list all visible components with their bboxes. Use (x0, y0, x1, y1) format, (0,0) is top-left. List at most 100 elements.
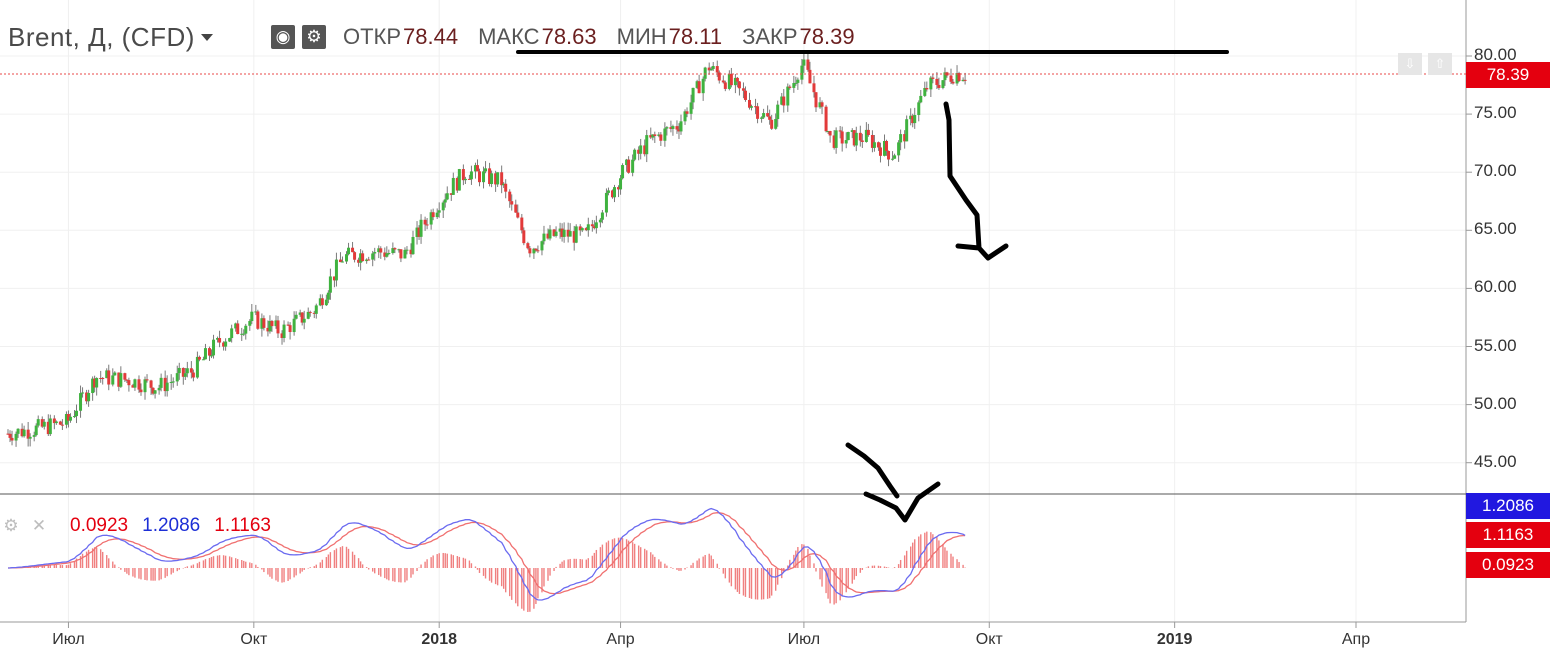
candle (774, 113, 778, 130)
candle (367, 256, 371, 261)
candle-body (552, 229, 556, 236)
candle (107, 364, 111, 391)
candle (224, 338, 228, 351)
candle-body (639, 145, 643, 154)
candle-body (860, 140, 864, 142)
candle-body (393, 248, 397, 250)
candle-body (477, 171, 481, 183)
candle (165, 375, 169, 397)
candle (64, 411, 68, 429)
candle-body (903, 134, 907, 142)
candle-body (516, 212, 520, 218)
signal-tag: 1.1163 (1466, 522, 1550, 548)
candle-body (14, 433, 18, 441)
candle (663, 122, 667, 147)
candle-body (260, 318, 264, 329)
candle (54, 420, 58, 425)
candle (610, 189, 614, 199)
candle-body (574, 226, 578, 243)
candle (28, 433, 32, 447)
candle (701, 76, 705, 101)
candle-body (16, 428, 20, 434)
candle (598, 218, 602, 228)
candle-body (351, 247, 355, 253)
chevron-down-icon[interactable] (200, 33, 213, 41)
candle (399, 249, 403, 263)
candle (711, 62, 715, 71)
candle (58, 420, 62, 426)
candle-body (262, 318, 266, 328)
candle (929, 75, 933, 97)
candle (157, 384, 161, 395)
candle (741, 82, 745, 99)
candle (917, 100, 921, 122)
gear-icon[interactable]: ⚙ (3, 516, 19, 535)
candle (542, 225, 546, 245)
candle-body (68, 416, 72, 421)
candle-body (528, 248, 532, 254)
candle-body (282, 324, 286, 338)
candle (191, 369, 195, 382)
candle (572, 225, 576, 251)
candle-body (201, 359, 205, 361)
candle (419, 214, 423, 244)
candle (943, 67, 947, 86)
candle-body (72, 416, 76, 418)
candle-body (633, 149, 637, 160)
candle (379, 246, 383, 259)
candle (919, 89, 923, 104)
gear-icon[interactable]: ⚙ (302, 25, 326, 49)
candle-body (526, 243, 530, 249)
candle (383, 247, 387, 261)
candle-body (276, 320, 280, 334)
candle (236, 320, 240, 335)
candle-body (750, 106, 754, 108)
candle-body (941, 80, 945, 88)
candle-body (937, 84, 941, 88)
candle-body (8, 433, 12, 438)
candle-body (195, 356, 199, 378)
candle-body (834, 130, 838, 148)
candle (639, 138, 643, 160)
candle (455, 176, 459, 193)
candle-body (373, 252, 377, 254)
candle (145, 374, 149, 383)
candle (139, 383, 143, 396)
candle (786, 83, 790, 112)
candle (911, 113, 915, 128)
symbol-title[interactable]: Brent, Д, (CFD) (8, 20, 213, 54)
candle (302, 310, 306, 330)
candle (814, 92, 818, 113)
candle (42, 418, 46, 430)
candle (181, 367, 185, 385)
candle-body (270, 320, 274, 327)
candle-body (957, 73, 961, 82)
candle (397, 248, 401, 253)
candle-body (326, 292, 330, 300)
candle-body (139, 389, 143, 393)
eye-icon[interactable]: ◉ (271, 25, 295, 49)
candle (840, 126, 844, 152)
candle-body (32, 435, 36, 437)
candle-body (612, 187, 616, 198)
candle (737, 81, 741, 96)
scale-down-icon[interactable]: ⇩ (1398, 53, 1422, 75)
candle (334, 252, 338, 287)
candle-body (897, 142, 901, 156)
candle-body (887, 150, 891, 160)
candle-body (425, 224, 429, 226)
candle (659, 132, 663, 146)
x-tick-label: Апр (1341, 631, 1371, 648)
candle-body (566, 229, 570, 237)
candle (651, 134, 655, 141)
candle (66, 410, 70, 428)
candle (298, 309, 302, 317)
candle (318, 294, 322, 307)
candle-body (445, 193, 449, 200)
candle-body (441, 202, 445, 211)
close-icon[interactable]: ✕ (31, 516, 47, 535)
scale-up-icon[interactable]: ⇧ (1428, 53, 1452, 75)
candle-body (191, 372, 195, 378)
candle (796, 77, 800, 90)
